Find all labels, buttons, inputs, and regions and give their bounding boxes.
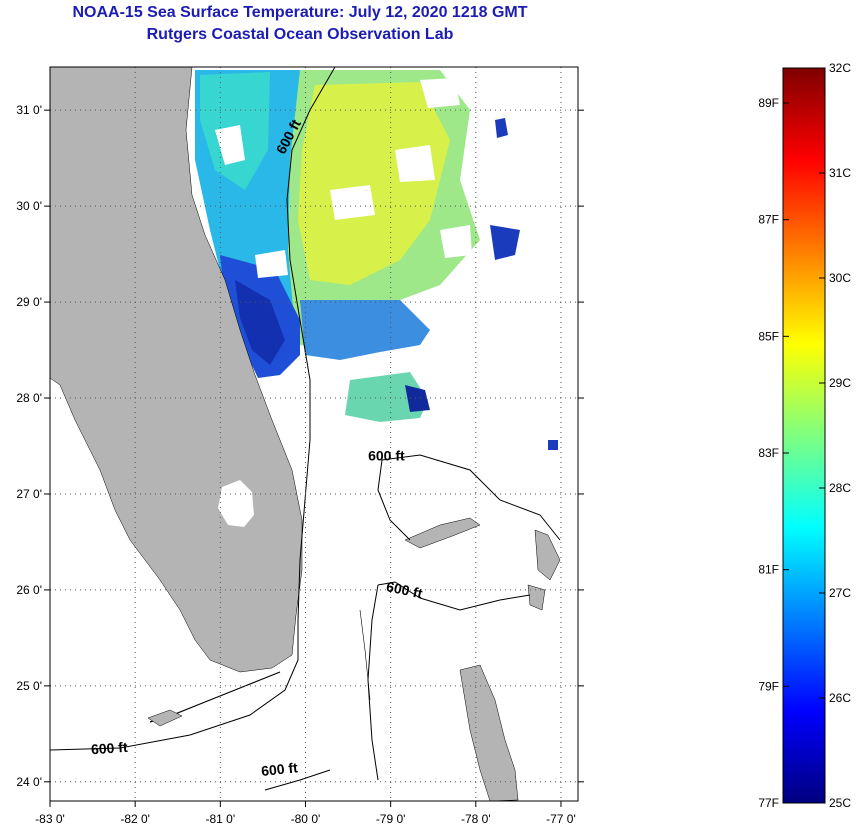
colorbar-f-label: 85F xyxy=(758,329,779,343)
contour-label: 600 ft xyxy=(90,739,128,758)
lon-tick-label: -79 0' xyxy=(376,812,406,826)
longitude-axis: -83 0' -82 0' -81 0' -80 0' -79 0' -78 0' -77 … xyxy=(35,812,576,826)
lat-tick-label: 26 0' xyxy=(16,583,42,597)
sst-patch-north-central xyxy=(298,82,450,285)
isobath-contours xyxy=(50,67,561,791)
contour-lb-south xyxy=(377,459,411,541)
colorbar-c-label: 28C xyxy=(829,481,851,495)
map-subtitle: Rutgers Coastal Ocean Observation Lab xyxy=(146,26,454,43)
colorbar-f-label: 77F xyxy=(758,796,779,810)
sst-patch-bahamas-north xyxy=(345,372,428,422)
colorbar-c-label: 29C xyxy=(829,376,851,390)
contour-label: 600 ft xyxy=(368,447,405,463)
graticule xyxy=(44,67,584,807)
colorbar-c-label: 27C xyxy=(829,586,851,600)
sst-map: -83 0' -82 0' -81 0' -80 0' -79 0' -78 0' -77 … xyxy=(16,66,584,826)
sst-patch-small-2 xyxy=(548,440,558,450)
cloud-gap-2 xyxy=(330,185,375,220)
contour-little-bahama xyxy=(381,454,561,541)
fahrenheit-labels: 89F 87F 85F 83F 81F 79F 77F xyxy=(758,96,789,810)
abaco-island xyxy=(534,529,561,581)
colorbar-f-label: 83F xyxy=(758,446,779,460)
keys-island xyxy=(147,709,183,727)
colorbar-f-label: 81F xyxy=(758,563,779,577)
lon-tick-label: -81 0' xyxy=(205,812,235,826)
latitude-axis: 24 0' 25 0' 26 0' 27 0' 28 0' 29 0' 30 0' 31 0' xyxy=(16,103,42,789)
temperature-colorbar: 32C 31C 30C 29C 28C 27C 26C 25C 89F 87F 85F 83F 81F… xyxy=(758,61,851,810)
colorbar-f-label: 89F xyxy=(758,96,779,110)
lat-tick-label: 30 0' xyxy=(16,199,42,213)
cloud-gap-5 xyxy=(255,250,288,278)
cloud-gap-3 xyxy=(395,145,435,182)
lat-tick-label: 25 0' xyxy=(16,679,42,693)
contour-east-florida xyxy=(50,67,336,751)
colorbar-gradient xyxy=(782,67,826,804)
map-title: NOAA-15 Sea Surface Temperature: July 12… xyxy=(72,4,528,21)
sst-patch-east-blue xyxy=(300,300,430,360)
lat-tick-label: 29 0' xyxy=(16,295,42,309)
cloud-gap-1 xyxy=(215,125,245,165)
contour-south xyxy=(264,769,331,791)
lat-tick-label: 24 0' xyxy=(16,775,42,789)
contour-label: 600 ft xyxy=(385,578,424,601)
sst-patch-bahamas-dark xyxy=(405,385,430,412)
colorbar-c-label: 30C xyxy=(829,271,851,285)
andros-island xyxy=(459,664,519,801)
sst-patch-small-1 xyxy=(495,118,508,138)
colorbar-f-label: 87F xyxy=(758,213,779,227)
sst-patch-ne-dark xyxy=(490,225,520,260)
contour-grand-bahama-bank xyxy=(377,581,531,611)
colorbar-c-label: 32C xyxy=(829,61,851,75)
colorbar-c-label: 26C xyxy=(829,691,851,705)
lon-tick-label: -77 0' xyxy=(546,812,576,826)
grand-bahama xyxy=(404,517,481,549)
abaco-south xyxy=(527,584,546,611)
celsius-labels: 32C 31C 30C 29C 28C 27C 26C 25C xyxy=(819,61,851,810)
lon-tick-label: -83 0' xyxy=(35,812,65,826)
lake-okeechobee xyxy=(218,480,254,527)
lat-tick-label: 31 0' xyxy=(16,103,42,117)
lon-tick-label: -78 0' xyxy=(461,812,491,826)
contour-gbb-west xyxy=(367,584,379,781)
lat-tick-label: 27 0' xyxy=(16,487,42,501)
map-frame xyxy=(49,66,579,802)
cloud-gap-6 xyxy=(420,78,460,108)
lon-tick-label: -82 0' xyxy=(120,812,150,826)
sst-data-layer xyxy=(50,70,558,450)
land-layer xyxy=(50,67,561,801)
colorbar-f-label: 79F xyxy=(758,679,779,693)
cloud-gap-4 xyxy=(440,225,472,258)
colorbar-c-label: 31C xyxy=(829,166,851,180)
colorbar-c-label: 25C xyxy=(829,796,851,810)
lon-tick-label: -80 0' xyxy=(291,812,321,826)
lat-tick-label: 28 0' xyxy=(16,391,42,405)
contour-label: 600 ft xyxy=(260,759,298,779)
sst-patch-cold-core xyxy=(235,280,285,365)
